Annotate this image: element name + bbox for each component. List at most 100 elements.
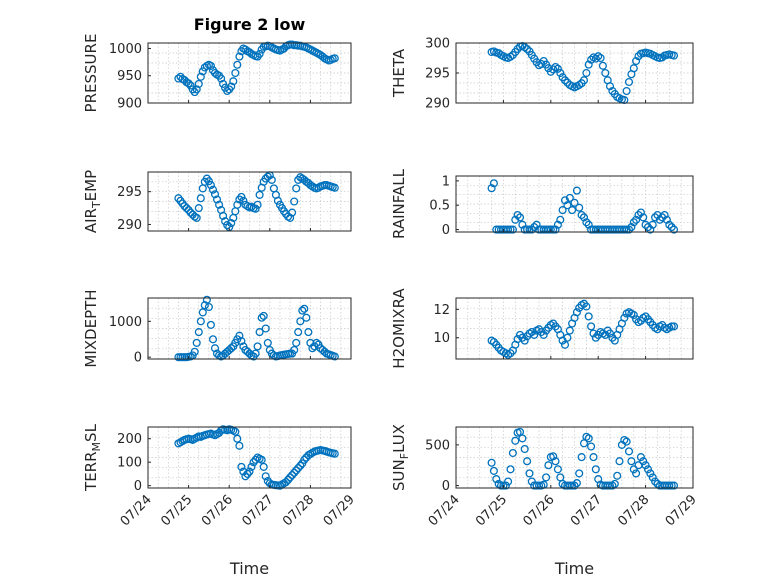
x-axis-label: Time bbox=[229, 559, 269, 578]
data-point bbox=[257, 455, 266, 464]
data-point bbox=[210, 190, 220, 199]
data-point bbox=[523, 457, 532, 466]
data-point bbox=[641, 461, 650, 470]
data-point bbox=[549, 225, 558, 234]
data-point bbox=[508, 448, 517, 458]
data-point bbox=[261, 324, 270, 333]
data-point bbox=[603, 481, 612, 490]
data-point bbox=[237, 462, 246, 471]
data-point bbox=[523, 225, 532, 234]
data-point bbox=[622, 225, 631, 234]
y-axis-label: H2OMIXRA bbox=[390, 288, 408, 369]
data-point bbox=[511, 436, 520, 445]
data-point bbox=[643, 465, 653, 474]
data-point bbox=[587, 322, 596, 331]
y-tick-label: 0 bbox=[134, 351, 142, 366]
y-tick-label: 1 bbox=[442, 174, 450, 189]
data-point bbox=[667, 223, 676, 232]
subplot-7: 0 100 200 07/24 07/25 07/26 07/27 07/28 07/29 TER… bbox=[82, 423, 358, 578]
subplot-6: 10 12 H2OMIXRA bbox=[390, 288, 694, 369]
data-point bbox=[553, 64, 562, 73]
data-point bbox=[546, 225, 555, 234]
data-point bbox=[632, 56, 641, 66]
y-axis-label-main: SUN bbox=[390, 459, 408, 491]
data-point bbox=[290, 468, 299, 477]
data-point bbox=[233, 434, 242, 443]
y-tick-label: 950 bbox=[117, 69, 142, 84]
data-point bbox=[518, 434, 527, 443]
y-tick-label: 12 bbox=[433, 303, 450, 318]
data-point bbox=[511, 215, 520, 224]
data-point bbox=[639, 457, 648, 466]
data-point bbox=[192, 213, 201, 222]
data-point bbox=[286, 473, 295, 482]
chart-title: Figure 2 low bbox=[194, 15, 306, 34]
data-point bbox=[237, 337, 246, 346]
y-axis-label-tail: EMP bbox=[82, 170, 100, 201]
data-point bbox=[577, 210, 586, 220]
data-point bbox=[570, 481, 579, 490]
data-point bbox=[267, 175, 276, 184]
data-point bbox=[204, 302, 213, 312]
data-point bbox=[570, 198, 579, 207]
data-point bbox=[192, 338, 201, 347]
x-tick-label: 07/27 bbox=[240, 492, 277, 529]
y-tick-label: 1000 bbox=[109, 42, 142, 57]
data-point bbox=[227, 344, 236, 353]
data-point bbox=[296, 461, 305, 470]
data-point bbox=[558, 206, 567, 215]
axes-frame bbox=[147, 42, 352, 104]
data-point bbox=[520, 444, 529, 454]
y-axis-label-main: TERR bbox=[82, 451, 100, 492]
data-point bbox=[245, 467, 254, 476]
y-tick-label: 500 bbox=[425, 438, 450, 453]
data-point bbox=[575, 80, 584, 90]
data-point bbox=[210, 344, 220, 353]
data-point bbox=[312, 338, 321, 347]
data-point bbox=[584, 220, 593, 229]
data-point bbox=[605, 82, 615, 91]
data-point bbox=[530, 223, 539, 232]
y-axis-label: PRESSURE bbox=[82, 34, 100, 113]
data-point bbox=[591, 465, 600, 474]
subplot-3: 290 295 AIRTEMP bbox=[82, 170, 352, 233]
data-point bbox=[194, 328, 203, 337]
x-tick-label: 07/24 bbox=[426, 492, 463, 529]
data-point bbox=[589, 453, 598, 462]
data-point bbox=[636, 453, 645, 462]
data-point bbox=[627, 457, 636, 466]
data-point bbox=[259, 462, 268, 471]
data-point bbox=[539, 330, 548, 339]
data-point bbox=[251, 455, 260, 464]
data-point bbox=[504, 477, 513, 486]
y-axis-label-main: PRESSURE bbox=[82, 34, 100, 113]
data-point bbox=[544, 461, 553, 470]
data-point bbox=[643, 223, 653, 232]
data-point bbox=[525, 469, 534, 478]
data-point bbox=[306, 181, 315, 190]
data-point bbox=[658, 213, 667, 222]
data-point bbox=[231, 427, 240, 436]
data-point bbox=[579, 76, 589, 85]
data-point bbox=[520, 336, 529, 345]
data-point bbox=[251, 349, 260, 358]
data-point bbox=[629, 310, 638, 320]
subplot-5: 0 1000 MIXDEPTH bbox=[82, 289, 352, 368]
subplot-1: 900 950 1000 PRESSURE Figure 2 low bbox=[82, 15, 352, 113]
data-point bbox=[624, 225, 634, 234]
data-point bbox=[273, 196, 282, 205]
data-point bbox=[551, 225, 560, 234]
axes-frame bbox=[147, 297, 352, 360]
data-point bbox=[204, 177, 213, 186]
data-point bbox=[200, 301, 209, 310]
data-point bbox=[235, 52, 244, 61]
data-point bbox=[669, 322, 679, 331]
data-point bbox=[320, 347, 329, 356]
data-point bbox=[513, 210, 522, 220]
data-point bbox=[669, 225, 679, 234]
x-tick-label: 07/25 bbox=[473, 492, 510, 529]
subplot-4: 0 0.5 1 RAINFALL bbox=[390, 168, 694, 239]
data-point bbox=[575, 203, 584, 212]
data-point bbox=[598, 61, 607, 70]
data-point bbox=[553, 465, 562, 474]
